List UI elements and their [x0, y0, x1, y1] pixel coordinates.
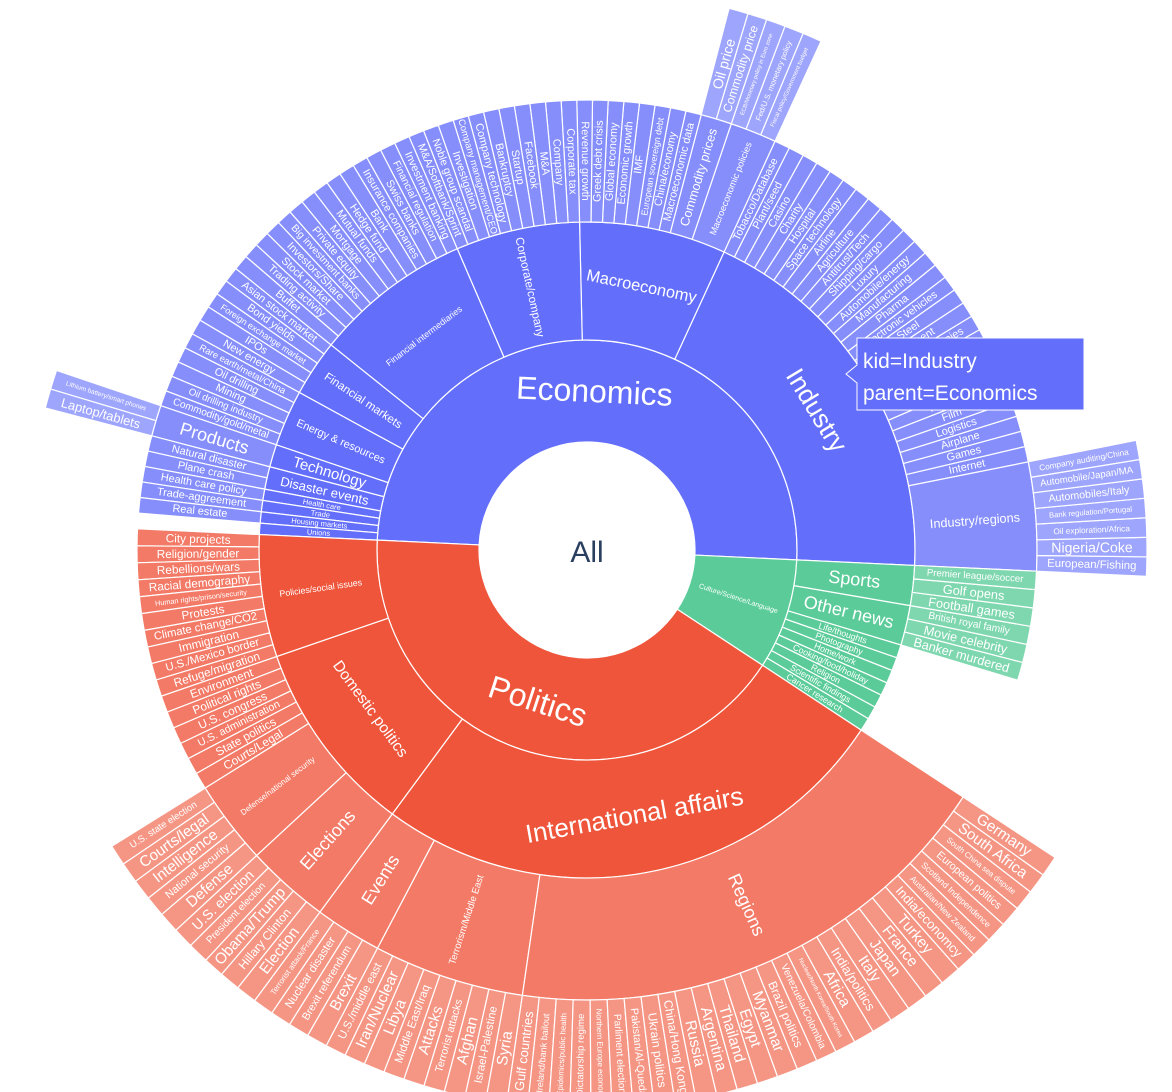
tooltip-box	[845, 337, 1085, 411]
center-hole	[479, 442, 695, 658]
center-label: All	[570, 536, 603, 569]
sunburst-arcs	[44, 7, 1148, 1092]
sector-germany[interactable]	[952, 796, 1056, 876]
sector-city-projects[interactable]	[136, 528, 260, 548]
sector-premier-league-soccer[interactable]	[913, 564, 1038, 591]
tooltip-line-2: parent=Economics	[863, 382, 1038, 405]
hover-tooltip: kid=Industry parent=Economics	[845, 337, 1085, 411]
sector-european-fishing[interactable]	[1035, 554, 1148, 578]
sector-dictatorship-regime[interactable]	[569, 999, 592, 1092]
sector-nigeria-coke[interactable]	[1036, 536, 1148, 558]
tooltip-line-1: kid=Industry	[863, 350, 977, 373]
